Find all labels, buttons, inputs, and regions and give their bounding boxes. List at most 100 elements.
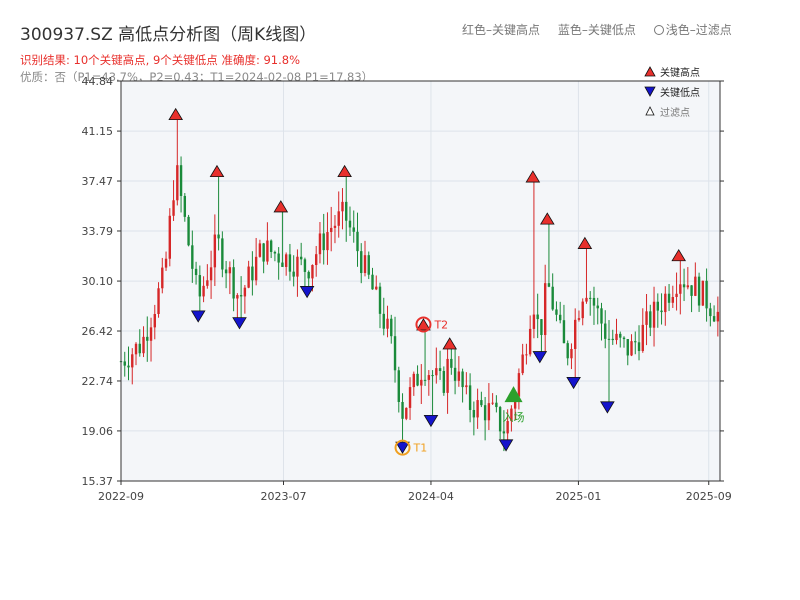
candle-body bbox=[525, 354, 528, 356]
candle-body bbox=[438, 368, 442, 371]
candle-body bbox=[393, 336, 397, 371]
key-high-marker bbox=[416, 318, 431, 331]
key-high-marker bbox=[577, 236, 593, 249]
candle-body bbox=[161, 267, 164, 289]
entry-marker bbox=[504, 386, 523, 403]
color-legend: 红色–关键高点 蓝色–关键低点 浅色–过滤点 bbox=[462, 21, 746, 38]
candle-body bbox=[675, 293, 678, 298]
key-low-marker bbox=[299, 286, 315, 299]
candle-body bbox=[382, 313, 385, 329]
candle-body bbox=[431, 375, 434, 377]
candle-body bbox=[153, 314, 156, 328]
candle-body bbox=[547, 283, 551, 287]
candle-body bbox=[262, 243, 265, 262]
legend-high-label: 关键高点 bbox=[660, 66, 700, 79]
candle-body bbox=[457, 371, 461, 381]
candle-body bbox=[664, 293, 667, 313]
candle-body bbox=[551, 286, 554, 310]
y-tick-label: 44.84 bbox=[82, 75, 114, 88]
candle-body bbox=[645, 311, 648, 325]
y-tick-label: 37.47 bbox=[82, 175, 114, 188]
candle-body bbox=[416, 373, 419, 386]
candle-body bbox=[649, 311, 652, 328]
entry-label: 入场 bbox=[503, 410, 525, 424]
key-low-marker bbox=[600, 401, 615, 414]
candle-body bbox=[558, 314, 562, 321]
candle-body bbox=[386, 318, 389, 329]
candle-body bbox=[543, 283, 547, 336]
key-high-marker bbox=[209, 164, 225, 178]
candle-body bbox=[363, 255, 367, 274]
y-tick-label: 30.10 bbox=[82, 275, 114, 288]
candle-body bbox=[705, 280, 708, 309]
candle-body bbox=[375, 286, 378, 290]
candle-body bbox=[630, 341, 633, 356]
candle-body bbox=[495, 402, 498, 408]
candle-body bbox=[326, 232, 329, 251]
key-low-marker bbox=[395, 441, 410, 454]
candle-body bbox=[232, 267, 235, 299]
candle-body bbox=[570, 348, 573, 359]
legend-filtered-label: 过滤点 bbox=[660, 106, 690, 119]
candle-body bbox=[318, 233, 322, 255]
candle-body bbox=[127, 365, 130, 368]
candle-body bbox=[397, 370, 400, 402]
candle-body bbox=[390, 318, 393, 337]
candle-body bbox=[660, 310, 663, 313]
candle-body bbox=[435, 368, 438, 376]
legend-blue-text: 蓝色–关键低点 bbox=[557, 23, 636, 37]
candle-body bbox=[168, 215, 171, 259]
candle-body bbox=[123, 361, 126, 366]
y-tick-label: 19.06 bbox=[82, 425, 114, 438]
candle-body bbox=[337, 211, 340, 226]
candle-body bbox=[247, 266, 250, 288]
candle-body bbox=[288, 254, 292, 272]
legend-red-text: 红色–关键高点 bbox=[462, 23, 541, 37]
candle-body bbox=[412, 373, 415, 388]
legend-high-icon bbox=[644, 66, 656, 77]
candle-body bbox=[476, 400, 479, 418]
candle-body bbox=[330, 227, 333, 233]
candle-body bbox=[420, 379, 423, 386]
candle-body bbox=[164, 258, 168, 268]
key-high-marker bbox=[273, 200, 289, 213]
t2-label: T2 bbox=[433, 319, 448, 332]
y-tick-label: 22.74 bbox=[82, 375, 114, 388]
candle-body bbox=[405, 407, 408, 419]
candle-body bbox=[224, 269, 228, 274]
candle-body bbox=[562, 320, 566, 344]
x-tick-label: 2024-04 bbox=[408, 490, 454, 503]
legend-light-text: 浅色–过滤点 bbox=[653, 23, 732, 37]
candle-body bbox=[254, 256, 258, 281]
candle-body bbox=[536, 314, 539, 320]
candle-body bbox=[228, 267, 232, 274]
candle-body bbox=[277, 253, 280, 263]
key-low-marker bbox=[423, 414, 439, 428]
candle-body bbox=[239, 295, 243, 297]
candle-body bbox=[622, 337, 626, 340]
candle-body bbox=[198, 275, 202, 297]
candle-body bbox=[367, 255, 370, 275]
candle-body bbox=[679, 284, 682, 294]
candle-body bbox=[378, 286, 382, 314]
candle-body bbox=[521, 354, 524, 374]
candle-body bbox=[284, 254, 288, 267]
candle-body bbox=[487, 403, 491, 421]
candle-body bbox=[423, 379, 427, 381]
candle-body bbox=[483, 405, 487, 421]
y-tick-label: 26.42 bbox=[82, 325, 114, 338]
candle-body bbox=[314, 254, 318, 266]
candle-body bbox=[427, 375, 431, 380]
candle-body bbox=[209, 267, 213, 281]
candle-body bbox=[172, 200, 175, 216]
candle-body bbox=[299, 256, 303, 260]
candle-body bbox=[191, 245, 194, 269]
key-high-marker bbox=[442, 337, 458, 350]
key-low-marker bbox=[498, 439, 514, 452]
candle-body bbox=[600, 308, 603, 324]
key-high-marker bbox=[337, 164, 352, 178]
x-tick-label: 2022-09 bbox=[98, 490, 144, 503]
recognition-result: 识别结果: 10个关键高点, 9个关键低点 准确度: 91.8% bbox=[20, 53, 301, 67]
candle-body bbox=[513, 396, 517, 409]
